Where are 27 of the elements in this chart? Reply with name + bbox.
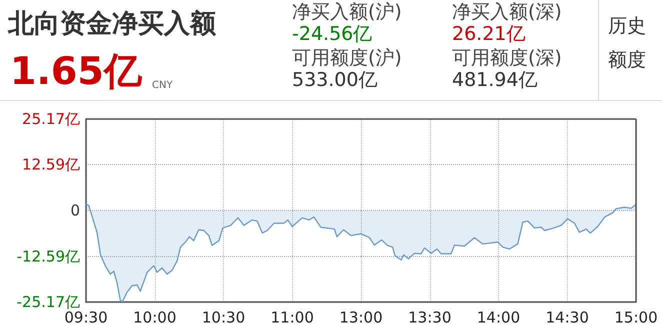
text: CNY [152, 79, 173, 93]
text: 可用额度(沪) [292, 46, 402, 70]
x-tick-label: 10:00 [133, 308, 176, 326]
y-tick-label: 12.59亿 [22, 156, 80, 174]
x-tick-label: 13:00 [339, 308, 383, 326]
text: 可用额度(深) [452, 46, 562, 70]
x-tick-label: 13:30 [408, 308, 452, 326]
x-tick-label: 14:00 [476, 308, 520, 326]
text: 26.21亿 [452, 22, 526, 46]
y-tick-label: -12.59亿 [16, 247, 80, 266]
text: 净买入额(沪) [292, 0, 402, 24]
text: 533.00亿 [292, 68, 378, 92]
text: 净买入额(深) [452, 0, 562, 24]
y-tick-label: 25.17亿 [22, 110, 80, 128]
x-tick-label: 11:00 [270, 308, 314, 326]
x-tick-label: 15:00 [614, 308, 658, 326]
y-tick-label: -25.17亿 [16, 293, 80, 311]
chart-title: 北向资金净买入额 [8, 8, 216, 41]
x-tick-label: 10:30 [202, 308, 246, 326]
text: 历史 [608, 14, 646, 38]
x-tick-label: 09:30 [64, 308, 108, 326]
x-tick-label: 14:30 [546, 308, 589, 326]
chart-subtitle: 1.65亿 [10, 48, 142, 94]
y-tick-label: 0 [70, 202, 80, 220]
text: -24.56亿 [292, 22, 372, 46]
text: 额度 [608, 48, 646, 72]
text: 481.94亿 [452, 68, 538, 92]
